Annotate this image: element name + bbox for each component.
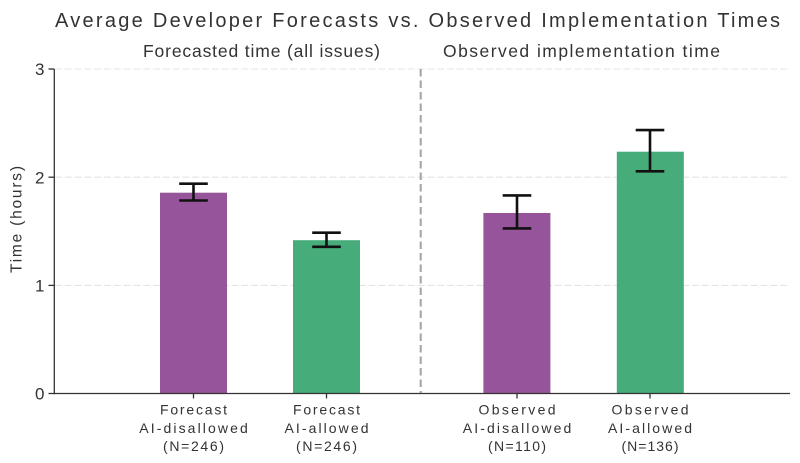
svg-text:Forecast: Forecast xyxy=(293,401,360,417)
svg-text:AI-disallowed: AI-disallowed xyxy=(139,420,248,436)
svg-text:AI-allowed: AI-allowed xyxy=(285,420,369,436)
svg-text:(N=246): (N=246) xyxy=(296,438,357,454)
svg-text:Forecast: Forecast xyxy=(160,401,227,417)
svg-text:AI-disallowed: AI-disallowed xyxy=(463,420,572,436)
svg-text:AI-allowed: AI-allowed xyxy=(608,420,692,436)
svg-text:(N=136): (N=136) xyxy=(622,438,679,454)
svg-text:Forecasted time (all issues): Forecasted time (all issues) xyxy=(143,41,380,61)
svg-text:Average Developer Forecasts vs: Average Developer Forecasts vs. Observed… xyxy=(55,10,780,32)
svg-text:3: 3 xyxy=(35,60,44,79)
svg-text:(N=246): (N=246) xyxy=(163,438,224,454)
svg-text:1: 1 xyxy=(35,277,44,296)
svg-text:2: 2 xyxy=(35,168,44,187)
svg-text:0: 0 xyxy=(35,385,44,404)
svg-text:Observed implementation time: Observed implementation time xyxy=(443,41,720,61)
svg-text:(N=110): (N=110) xyxy=(488,438,546,454)
svg-text:Time (hours): Time (hours) xyxy=(9,166,26,273)
